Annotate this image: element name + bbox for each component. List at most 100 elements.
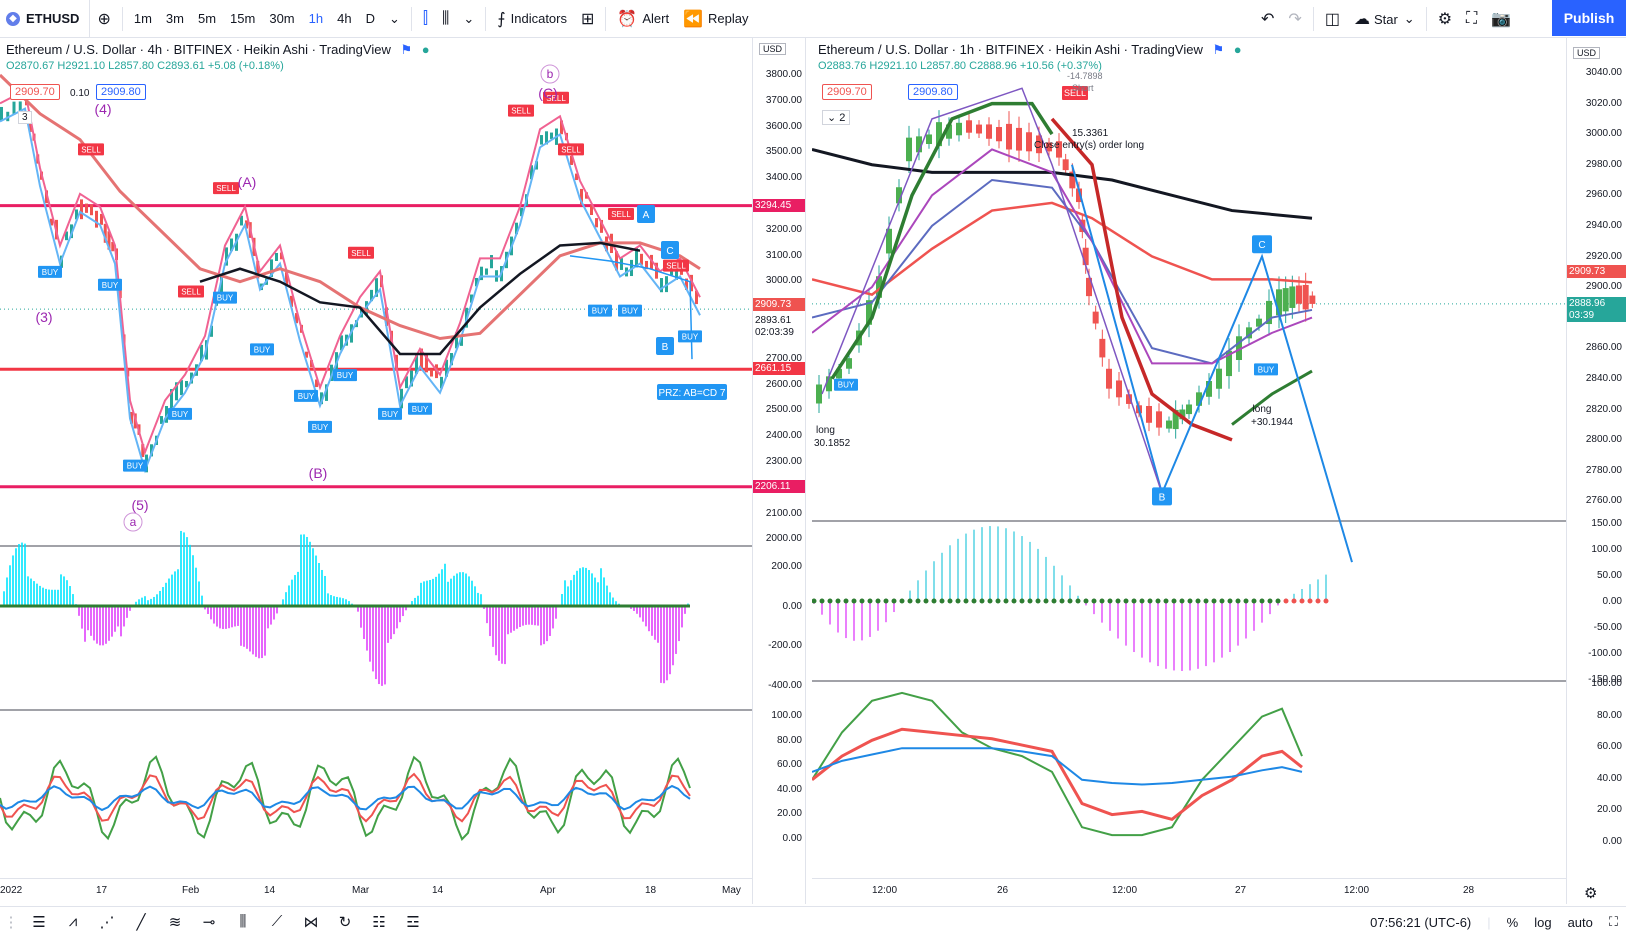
abc-pattern-icon[interactable]: ⩘ xyxy=(68,913,78,930)
undo-button[interactable]: ↶ xyxy=(1254,0,1281,38)
horizontal-line-icon[interactable]: ⊸ xyxy=(202,913,216,931)
screenshot-button[interactable]: 📷 xyxy=(1484,0,1518,38)
right-chart-pane[interactable]: B C BUY BUY SELL long 30.1852 -14.7898 Short 15.3… xyxy=(812,38,1626,904)
interval-dropdown[interactable]: ⌄ xyxy=(382,0,407,38)
right-time-axis[interactable]: 12:00 26 12:00 27 12:00 28 xyxy=(812,878,1566,904)
right-ask-box[interactable]: 2909.80 xyxy=(908,84,958,100)
trendline-tool-icon[interactable]: ☰ xyxy=(32,913,46,931)
interval-15m[interactable]: 15m xyxy=(230,11,256,26)
candle xyxy=(150,444,153,457)
candle xyxy=(816,384,822,404)
elliott-wave-icon[interactable]: ⋰ xyxy=(99,913,115,931)
alert-button[interactable]: ⏰ Alert xyxy=(610,0,676,38)
sell-marker-label: SELL xyxy=(561,145,581,154)
replay-button[interactable]: ⏪ Replay xyxy=(676,0,755,38)
clock-time[interactable]: 07:56:21 (UTC-6) xyxy=(1370,914,1472,930)
log-toggle[interactable]: log xyxy=(1534,914,1552,930)
osc-hist-bar xyxy=(270,606,272,625)
trade-label: Close entry(s) order long xyxy=(1034,140,1144,151)
osc-hist-bar xyxy=(99,606,101,646)
osc-hist-bar xyxy=(168,578,170,606)
redo-button[interactable]: ↷ xyxy=(1281,0,1308,38)
left-ask-box[interactable]: 2909.80 xyxy=(96,84,146,100)
interval-5m[interactable]: 5m xyxy=(197,11,217,26)
osc-blue-line xyxy=(0,784,691,812)
interval-30m[interactable]: 30m xyxy=(269,11,295,26)
add-symbol-button[interactable]: ⊕ xyxy=(90,0,117,38)
right-price-axis[interactable]: USD 3040.00 3020.00 3000.00 2980.00 2960.00 2… xyxy=(1566,38,1626,904)
chart-style-dropdown[interactable]: ⌄ xyxy=(456,0,481,38)
left-price-axis[interactable]: USD 3800.00 3700.00 3600.00 3500.00 3400.00 3… xyxy=(752,38,805,904)
maximize-icon[interactable]: ⛶ xyxy=(1608,914,1618,929)
interval-d[interactable]: D xyxy=(365,11,375,26)
candle xyxy=(1276,289,1282,316)
candle xyxy=(1016,127,1022,151)
osc-hist-bar xyxy=(276,606,278,614)
right-chart-canvas[interactable]: B C BUY BUY SELL long 30.1852 -14.7898 Short 15.3… xyxy=(812,38,1626,904)
publish-button[interactable]: Publish xyxy=(1552,0,1626,36)
left-time-axis[interactable]: 2022 17 Feb 14 Mar 14 Apr 18 May xyxy=(0,878,752,904)
star-button[interactable]: ☁ Star ⌄ xyxy=(1347,0,1422,38)
osc-hist-bar xyxy=(300,534,302,606)
divider xyxy=(485,6,487,31)
right-ohlc-low: L2857.80 xyxy=(920,60,967,72)
left-indicator-toggle[interactable]: 3 xyxy=(18,111,32,124)
osc-dot xyxy=(1035,598,1041,604)
symbol-search[interactable]: ◆ ETHUSD xyxy=(6,0,91,38)
fullscreen-button[interactable]: ⛶ xyxy=(1459,0,1484,38)
ray-tool-icon[interactable]: ╱ xyxy=(136,913,146,931)
candle xyxy=(926,134,932,145)
buy-marker xyxy=(408,402,432,415)
chart-type-button[interactable]: ⫿ xyxy=(416,0,435,38)
interval-3m[interactable]: 3m xyxy=(165,11,184,26)
drag-handle-icon[interactable]: ⋮ xyxy=(3,913,19,931)
osc-hist-bar xyxy=(186,537,188,606)
left-chart-canvas[interactable]: BUY BUY BUY BUY BUY BUY BUY BUY BUY BUY BUY BUY BUY B… xyxy=(0,38,806,904)
osc-hist-bar xyxy=(150,598,152,606)
indicators-button[interactable]: ⨍ Indicators xyxy=(490,0,574,38)
chart-settings-gear-icon[interactable]: ⚙ xyxy=(1584,885,1598,902)
candle xyxy=(1186,404,1192,415)
fib-spiral-icon[interactable]: ↻ xyxy=(338,913,352,931)
left-chart-pane[interactable]: BUY BUY BUY BUY BUY BUY BUY BUY BUY BUY BUY BUY BUY B… xyxy=(0,38,806,904)
osc-hist-bar xyxy=(471,580,473,606)
chevron-down-icon: ⌄ xyxy=(388,10,400,26)
bars-pattern-icon[interactable]: ⫼ xyxy=(239,913,247,930)
left-time-tick: Mar xyxy=(352,885,370,896)
candle xyxy=(280,252,283,260)
interval-4h[interactable]: 4h xyxy=(337,11,352,26)
left-currency[interactable]: USD xyxy=(759,43,787,55)
right-bid-box[interactable]: 2909.70 xyxy=(822,84,872,100)
osc-hist-bar xyxy=(441,569,443,606)
line-tool-icon[interactable]: ⟋ xyxy=(271,913,283,930)
osc-hist-bar xyxy=(294,575,296,606)
osc-hist-bar xyxy=(522,606,524,626)
auto-toggle[interactable]: auto xyxy=(1567,914,1593,930)
interval-1h[interactable]: 1h xyxy=(308,11,324,26)
gann-box-icon[interactable]: ☲ xyxy=(406,913,420,931)
candle xyxy=(906,137,912,162)
sell-marker-label: SELL xyxy=(216,184,236,193)
right-indicator-toggle[interactable]: ⌄ 2 xyxy=(822,110,851,125)
templates-button[interactable]: ⊞ xyxy=(574,0,601,38)
settings-button[interactable]: ⚙ xyxy=(1431,0,1459,38)
right-price-tick: 2920.00 xyxy=(1585,250,1622,262)
buy-marker xyxy=(588,304,612,317)
osc-hist-bar xyxy=(57,589,59,606)
percent-toggle[interactable]: % xyxy=(1506,914,1519,930)
xabcd-pattern-icon[interactable]: ⋈ xyxy=(303,913,319,931)
interval-1m[interactable]: 1m xyxy=(133,11,152,26)
candle xyxy=(0,106,3,121)
layout-button[interactable]: ◫ xyxy=(1318,0,1347,38)
fullscreen-icon: ⛶ xyxy=(1466,10,1478,27)
candle xyxy=(540,135,543,145)
candle xyxy=(1076,188,1082,203)
parallel-channel-icon[interactable]: ≋ xyxy=(168,913,182,931)
left-time-tick: Feb xyxy=(182,885,200,896)
chart-style-button[interactable]: ⫼ xyxy=(435,0,456,38)
osc-dot xyxy=(1203,598,1209,604)
fib-retracement-icon[interactable]: ☷ xyxy=(372,913,386,931)
left-bid-box[interactable]: 2909.70 xyxy=(10,84,60,100)
left-price-tick: 3800.00 xyxy=(765,69,802,80)
right-currency[interactable]: USD xyxy=(1573,47,1601,59)
